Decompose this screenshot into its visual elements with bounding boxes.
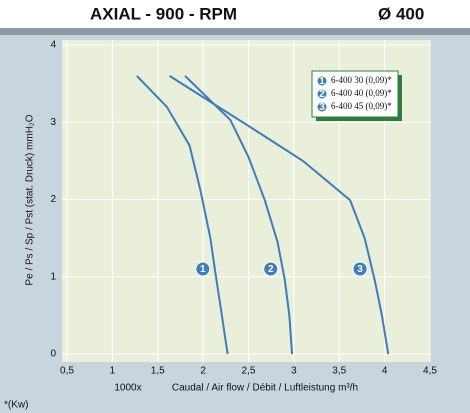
curve [184,75,294,355]
curve-badge-label: 2 [268,264,274,275]
chart-subtitle: Ø 400 [378,4,424,23]
curve [136,75,229,355]
legend-label: 6-400 45 (0,09)* [331,101,392,111]
x-axis-label: Caudal / Air flow / Débit / Luftleistung… [172,383,358,394]
y-axis-label: Pe / Ps / Sp / Pst (stat. Druck) mmH₂O [25,114,36,285]
curve-badge [352,261,368,277]
legend: 1 6-400 30 (0,09)* 2 6-400 40 (0,09)* 3 6-400… [311,70,402,121]
curve-badge-label: 1 [200,264,206,275]
curve-badge-label: 3 [319,102,325,113]
curve-badge [316,101,328,113]
x-tick-label: 3 [291,366,297,377]
curve-badge [316,75,328,87]
x-tick-label: 4 [382,366,388,377]
footnote: *(Kw) [4,400,28,411]
x-tick-label: 1 [110,366,116,377]
x-tick-label: 4,5 [423,366,437,377]
curve [169,75,390,355]
legend-label: 6-400 30 (0,09)* [331,75,392,85]
x-tick-label: 0,5 [60,366,74,377]
y-tick-label: 1 [50,271,56,282]
x-tick-label: 3,5 [332,366,346,377]
x-multiplier: 1000x [114,383,141,394]
y-tick-label: 4 [50,40,56,51]
header [0,0,470,30]
y-tick-label: 3 [50,117,56,128]
y-tick-label: 2 [50,194,56,205]
curve-badge-label: 2 [319,89,325,100]
header-strip [0,28,470,35]
curve-badge [195,261,211,277]
curve-badge-label: 1 [319,76,325,87]
curve-badge [263,261,279,277]
curve-badge-label: 3 [357,264,363,275]
x-tick-label: 2 [200,366,206,377]
x-tick-label: 2,5 [242,366,256,377]
curve-badge [316,88,328,100]
curves: 1 2 3 [136,75,390,355]
y-tick-label: 0 [50,349,56,360]
legend-label: 6-400 40 (0,09)* [331,88,392,98]
x-tick-label: 1,5 [151,366,165,377]
chart-title: AXIAL - 900 - RPM [90,4,237,23]
